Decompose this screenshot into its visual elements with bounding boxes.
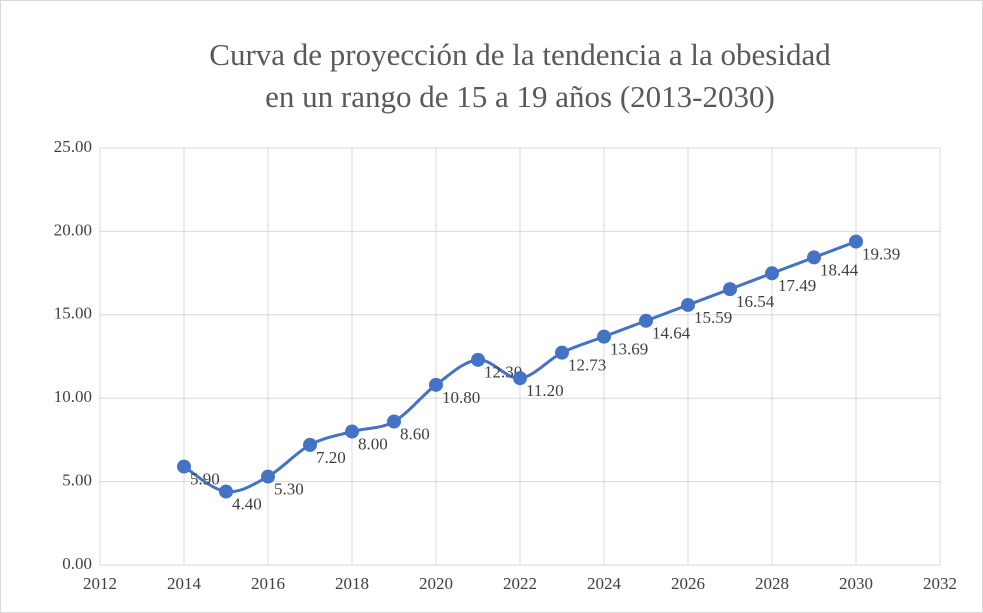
data-label: 12.73 [568,356,606,375]
data-point [177,459,191,474]
chart-title: en un rango de 15 a 19 años (2013-2030) [265,79,775,114]
data-label: 11.20 [526,381,564,400]
x-tick-label: 2032 [923,574,957,593]
y-tick-label: 5.00 [62,471,92,490]
data-label: 4.40 [232,495,262,514]
data-point [807,250,821,265]
data-label: 8.60 [400,424,430,443]
data-point [303,437,317,452]
data-label: 5.90 [190,469,220,488]
x-tick-label: 2018 [335,574,369,593]
y-tick-label: 20.00 [54,220,92,239]
data-label: 13.69 [610,340,648,359]
data-label: 15.59 [694,308,732,327]
data-point [219,484,233,499]
x-tick-label: 2030 [839,574,873,593]
data-label: 5.30 [274,480,304,499]
y-tick-label: 25.00 [54,137,92,156]
data-point [681,297,695,312]
y-tick-label: 10.00 [54,387,92,406]
data-label: 16.54 [736,292,775,311]
data-label: 17.49 [778,276,816,295]
data-label: 8.00 [358,434,388,453]
x-tick-label: 2028 [755,574,789,593]
x-tick-label: 2012 [83,574,117,593]
data-point [555,345,569,360]
data-label: 18.44 [820,260,859,279]
chart-title: Curva de proyección de la tendencia a la… [209,37,831,72]
data-point [849,234,863,249]
data-point [261,469,275,484]
data-point [597,329,611,344]
data-point [387,414,401,429]
data-point [471,352,485,367]
x-tick-label: 2024 [587,574,622,593]
data-label: 12.30 [484,363,522,382]
data-point [513,371,527,386]
y-tick-label: 15.00 [54,304,92,323]
x-tick-label: 2022 [503,574,537,593]
data-point [345,424,359,439]
data-point [639,313,653,328]
y-tick-label: 0.00 [62,554,92,573]
data-label: 19.39 [862,244,900,263]
data-label: 10.80 [442,388,480,407]
data-point [723,282,737,297]
data-point [765,266,779,281]
x-tick-label: 2026 [671,574,705,593]
data-label: 7.20 [316,448,346,467]
x-tick-label: 2016 [251,574,285,593]
data-point [429,377,443,392]
x-tick-label: 2014 [167,574,202,593]
data-label: 14.64 [652,324,691,343]
x-tick-label: 2020 [419,574,453,593]
